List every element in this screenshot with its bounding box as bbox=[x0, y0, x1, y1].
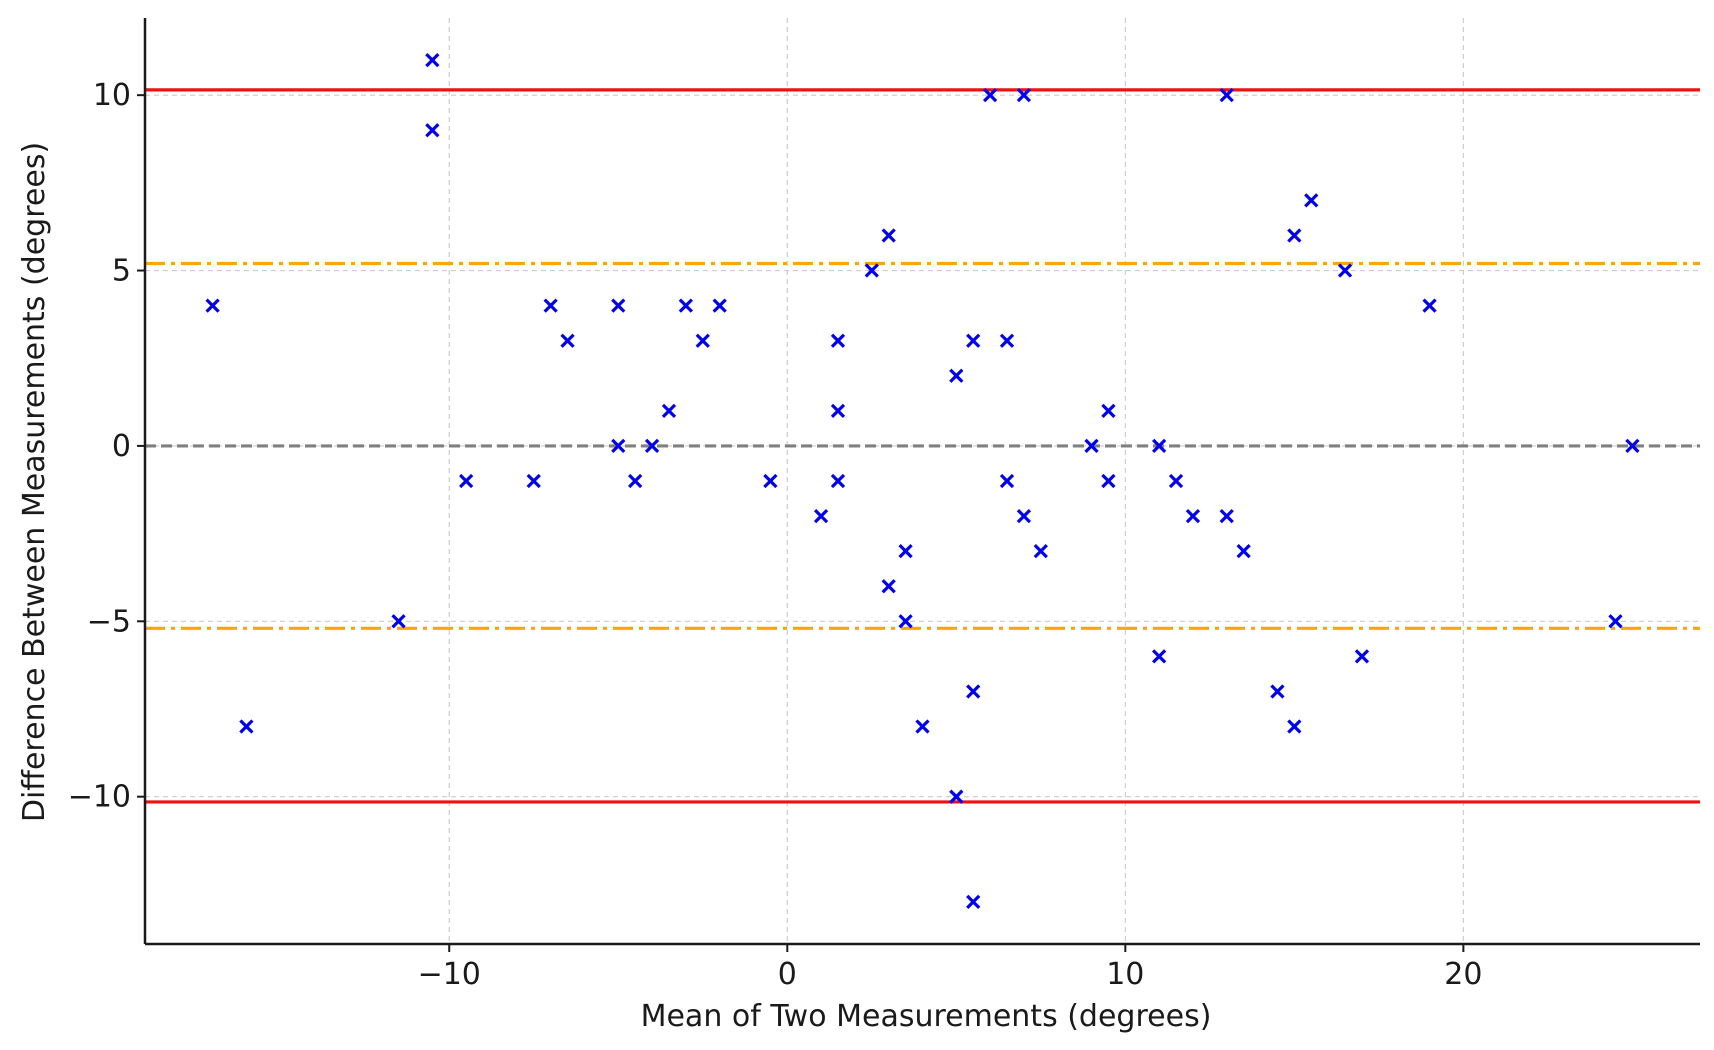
data-point bbox=[830, 333, 846, 348]
data-point bbox=[1304, 193, 1319, 208]
data-point bbox=[966, 684, 981, 699]
y-tick-label: −5 bbox=[87, 604, 131, 639]
x-axis-label: Mean of Two Measurements (degrees) bbox=[641, 999, 1212, 1034]
data-point bbox=[1219, 508, 1234, 524]
axes bbox=[143, 18, 1700, 946]
data-point bbox=[830, 403, 846, 418]
data-point bbox=[459, 473, 474, 489]
data-point bbox=[864, 263, 879, 278]
y-tick-label: −10 bbox=[68, 780, 131, 815]
data-point bbox=[611, 298, 626, 313]
data-point bbox=[1168, 473, 1184, 489]
data-point bbox=[1422, 298, 1437, 313]
data-point bbox=[813, 508, 829, 524]
y-tick-label: 0 bbox=[112, 429, 131, 464]
x-tick-label: 0 bbox=[778, 957, 797, 992]
data-point bbox=[1016, 508, 1032, 524]
data-point bbox=[644, 438, 660, 454]
data-point bbox=[678, 298, 694, 313]
data-point bbox=[915, 719, 930, 734]
data-point bbox=[1287, 228, 1302, 243]
data-point bbox=[1625, 438, 1640, 454]
data-point bbox=[966, 894, 981, 910]
data-point bbox=[898, 544, 913, 559]
data-point bbox=[982, 88, 998, 103]
data-point bbox=[391, 614, 406, 629]
data-point bbox=[1185, 508, 1201, 524]
x-ticks: −10 0 10 20 bbox=[418, 944, 1482, 992]
data-point bbox=[425, 123, 440, 138]
data-point bbox=[949, 368, 964, 383]
y-tick-label: 5 bbox=[112, 254, 131, 289]
data-point bbox=[1016, 88, 1032, 103]
x-tick-label: −10 bbox=[418, 957, 481, 992]
data-point bbox=[695, 333, 710, 348]
data-point bbox=[1270, 684, 1285, 699]
data-point bbox=[526, 473, 541, 489]
data-point bbox=[881, 579, 896, 594]
data-point bbox=[1151, 649, 1167, 664]
x-tick-label: 20 bbox=[1444, 957, 1482, 992]
y-tick-label: 10 bbox=[93, 78, 131, 113]
y-ticks: −10 −5 0 5 10 bbox=[68, 78, 145, 815]
data-point bbox=[881, 228, 896, 243]
data-point bbox=[898, 614, 913, 629]
data-point bbox=[239, 719, 254, 734]
data-point bbox=[1101, 403, 1116, 418]
data-point bbox=[661, 403, 677, 418]
data-point bbox=[205, 298, 220, 313]
data-point bbox=[1219, 88, 1234, 103]
data-point bbox=[1101, 473, 1116, 489]
data-point bbox=[712, 298, 727, 313]
data-point bbox=[1354, 649, 1370, 664]
data-point bbox=[543, 298, 558, 313]
data-point bbox=[1608, 614, 1623, 629]
data-point bbox=[999, 333, 1015, 348]
data-point bbox=[425, 52, 440, 68]
reference-lines bbox=[145, 88, 1700, 804]
data-point bbox=[611, 438, 626, 454]
data-point bbox=[628, 473, 643, 489]
data-point bbox=[949, 789, 964, 804]
data-point bbox=[830, 473, 846, 489]
data-point bbox=[966, 333, 981, 348]
data-point bbox=[1337, 263, 1353, 278]
data-point bbox=[560, 333, 575, 348]
data-point bbox=[1236, 544, 1251, 559]
grid-lines bbox=[145, 18, 1700, 944]
data-point bbox=[1084, 438, 1099, 454]
data-point bbox=[999, 473, 1015, 489]
data-point bbox=[1151, 438, 1167, 454]
x-tick-label: 10 bbox=[1106, 957, 1144, 992]
y-axis-label: Difference Between Measurements (degrees… bbox=[17, 142, 52, 822]
data-points bbox=[205, 52, 1640, 910]
data-point bbox=[1287, 719, 1302, 734]
data-point bbox=[1033, 544, 1048, 559]
data-point bbox=[763, 473, 778, 489]
